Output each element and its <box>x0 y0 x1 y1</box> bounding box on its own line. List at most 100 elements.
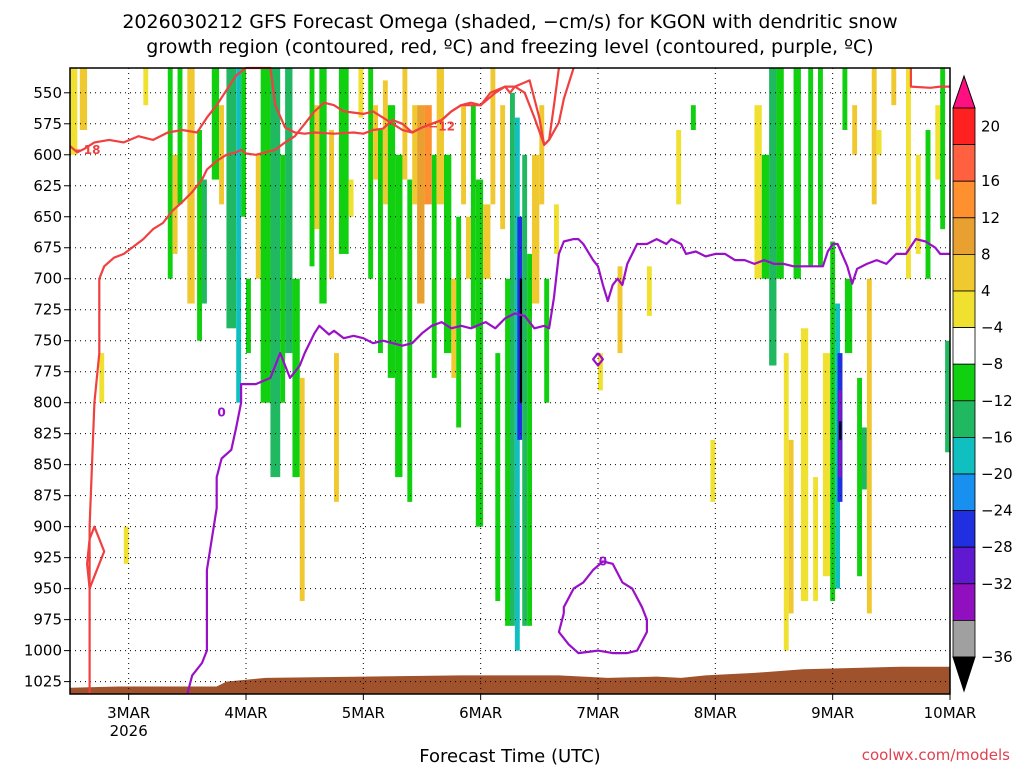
omega-cell <box>891 68 897 106</box>
colorbar-segment <box>952 180 976 219</box>
freezing-contour-line <box>592 352 604 367</box>
omega-cell <box>769 68 777 366</box>
x-tick-label: 4MAR <box>224 704 267 722</box>
colorbar-label: −20 <box>981 465 1013 483</box>
omega-cell <box>280 154 286 403</box>
y-tick-label: 550 <box>33 84 62 102</box>
x-tick-label: 5MAR <box>342 704 385 722</box>
x-tick-sublabel: 2026 <box>110 722 148 740</box>
y-tick-label: 700 <box>33 270 62 288</box>
colorbar-label: 16 <box>981 172 1000 190</box>
omega-cell <box>676 129 682 205</box>
omega-cell <box>334 353 339 502</box>
plot-frame <box>69 67 951 695</box>
y-tick-label: 950 <box>33 580 62 598</box>
x-tick-label: 6MAR <box>459 704 502 722</box>
omega-cell <box>813 477 818 602</box>
omega-cell <box>776 68 784 279</box>
omega-cell <box>260 68 271 403</box>
omega-cell <box>177 68 183 205</box>
dendritic-contour-line <box>86 525 106 589</box>
omega-cell <box>470 105 476 329</box>
terrain-fill <box>70 666 950 694</box>
omega-cell <box>490 68 496 205</box>
omega-cell <box>270 68 281 478</box>
omega-cell <box>424 105 432 205</box>
omega-cell <box>309 68 315 267</box>
omega-cell <box>123 526 129 564</box>
colorbar-segment <box>952 546 976 585</box>
y-tick-label: 975 <box>33 611 62 629</box>
colorbar-label: −8 <box>981 355 1003 373</box>
omega-cell <box>544 278 550 403</box>
colorbar-label: −16 <box>981 428 1013 446</box>
y-tick-label: 650 <box>33 208 62 226</box>
omega-cell <box>255 154 261 279</box>
y-tick-label: 725 <box>33 301 62 319</box>
omega-cell <box>940 68 946 230</box>
dendritic-contour-label: −12 <box>428 119 455 133</box>
omega-cell <box>292 278 300 478</box>
omega-cell <box>839 421 842 440</box>
omega-cell <box>852 105 858 155</box>
omega-cell <box>373 105 378 180</box>
dendritic-contour-label: −18 <box>74 143 101 157</box>
omega-cell <box>906 68 911 279</box>
omega-cell <box>876 129 882 155</box>
omega-cell <box>830 241 836 602</box>
colorbar-top-arrow <box>952 74 976 109</box>
colorbar-label: −4 <box>981 319 1003 337</box>
y-tick-label: 900 <box>33 518 62 536</box>
omega-cell <box>285 68 293 354</box>
colorbar-segment <box>952 620 976 658</box>
colorbar-label: 12 <box>981 209 1000 227</box>
y-tick-label: 800 <box>33 394 62 412</box>
y-tick-label: 825 <box>33 425 62 443</box>
omega-cell <box>532 154 540 304</box>
y-axis: 550 575 600 625 650 675 700 725 750 775 800 825 850 8… <box>24 84 70 691</box>
omega-cell <box>143 68 149 106</box>
credit-link[interactable]: coolwx.com/models <box>862 746 1010 764</box>
omega-cell <box>172 154 178 254</box>
omega-cell <box>495 353 501 602</box>
colorbar-label: −36 <box>981 648 1013 666</box>
omega-cell <box>466 216 471 279</box>
omega-cell <box>690 105 696 130</box>
omega-cell <box>329 129 334 279</box>
omega-cell <box>935 105 941 180</box>
y-tick-label: 775 <box>33 363 62 381</box>
omega-cell <box>167 68 173 279</box>
colorbar-segment <box>952 327 976 365</box>
dendritic-contour-line <box>909 68 950 89</box>
dendritic-contour-line <box>88 67 560 694</box>
colorbar-label: −28 <box>981 538 1013 556</box>
colorbar-label: 8 <box>981 245 991 263</box>
omega-cell <box>862 427 867 490</box>
omega-cell <box>387 105 396 378</box>
omega-cell <box>314 105 320 230</box>
omega-cell <box>226 68 237 329</box>
y-tick-label: 675 <box>33 239 62 257</box>
y-tick-label: 1025 <box>24 673 62 691</box>
y-tick-label: 875 <box>33 487 62 505</box>
colorbar-segment <box>952 217 976 255</box>
omega-cell <box>412 105 418 205</box>
y-tick-label: 925 <box>33 549 62 567</box>
omega-cell <box>754 105 762 279</box>
omega-cell <box>818 68 823 267</box>
freezing-contours: 00 <box>186 238 950 695</box>
omega-cell <box>436 68 444 205</box>
omega-cell <box>871 68 877 205</box>
omega-cell <box>444 154 452 354</box>
omega-cell <box>338 68 349 254</box>
colorbar-segment <box>952 107 976 145</box>
colorbar-segment <box>952 253 976 292</box>
omega-cell <box>842 68 848 130</box>
omega-cell <box>800 328 809 602</box>
y-tick-label: 625 <box>33 177 62 195</box>
chart-title-line2: growth region (contoured, red, ºC) and f… <box>146 36 873 58</box>
omega-cell <box>500 105 506 230</box>
x-tick-label: 7MAR <box>576 704 619 722</box>
omega-cell <box>348 179 354 217</box>
